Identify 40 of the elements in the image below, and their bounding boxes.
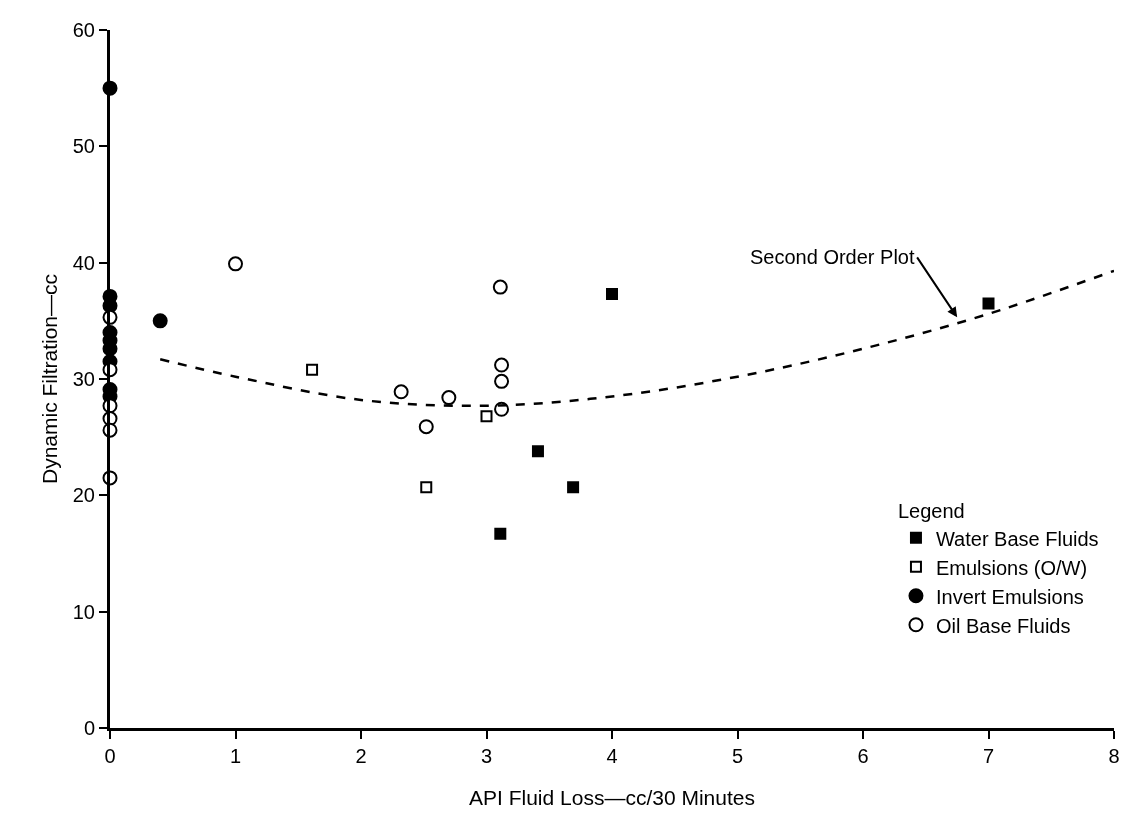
point bbox=[152, 313, 168, 329]
point bbox=[228, 256, 243, 272]
x-tick-label: 0 bbox=[104, 745, 116, 767]
point bbox=[441, 390, 457, 406]
y-axis-title: Dynamic Filtration—cc bbox=[37, 273, 61, 485]
point bbox=[567, 481, 580, 494]
x-tick-label: 1 bbox=[229, 745, 242, 767]
y-tick-label: 30 bbox=[72, 368, 95, 390]
x-tick-label: 8 bbox=[1108, 745, 1120, 767]
y-tick-label: 60 bbox=[72, 19, 95, 41]
point bbox=[982, 297, 995, 310]
point bbox=[420, 481, 433, 494]
point bbox=[393, 384, 409, 400]
legend-title: Legend bbox=[897, 500, 965, 523]
point bbox=[494, 357, 510, 373]
point bbox=[480, 410, 493, 423]
point bbox=[494, 527, 507, 540]
y-tick-label: 20 bbox=[72, 484, 95, 507]
legend-label: Emulsions (O/W) bbox=[935, 556, 1088, 579]
legend-label: Water Base Fluids bbox=[935, 527, 1099, 550]
point bbox=[306, 363, 319, 376]
point bbox=[531, 445, 544, 458]
x-tick-label: 5 bbox=[731, 745, 744, 767]
point bbox=[492, 279, 508, 295]
y-tick-label: 50 bbox=[72, 135, 95, 158]
legend-label: Oil Base Fluids bbox=[935, 614, 1071, 637]
x-tick-label: 3 bbox=[480, 745, 493, 767]
annotation: Second Order Plot bbox=[750, 246, 915, 268]
x-tick-label: 7 bbox=[982, 745, 995, 767]
x-tick-label: 4 bbox=[606, 745, 618, 767]
legend-label: Invert Emulsions bbox=[935, 585, 1084, 608]
point bbox=[494, 373, 510, 389]
y-tick-label: 40 bbox=[72, 251, 95, 274]
point bbox=[606, 288, 618, 301]
y-tick-label: 0 bbox=[83, 717, 95, 739]
y-tick-label: 10 bbox=[72, 600, 95, 623]
x-tick-label: 6 bbox=[857, 745, 869, 767]
x-axis-title: API Fluid Loss—cc/30 Minutes bbox=[469, 786, 755, 810]
x-tick-label: 2 bbox=[355, 745, 367, 767]
point bbox=[418, 419, 434, 435]
